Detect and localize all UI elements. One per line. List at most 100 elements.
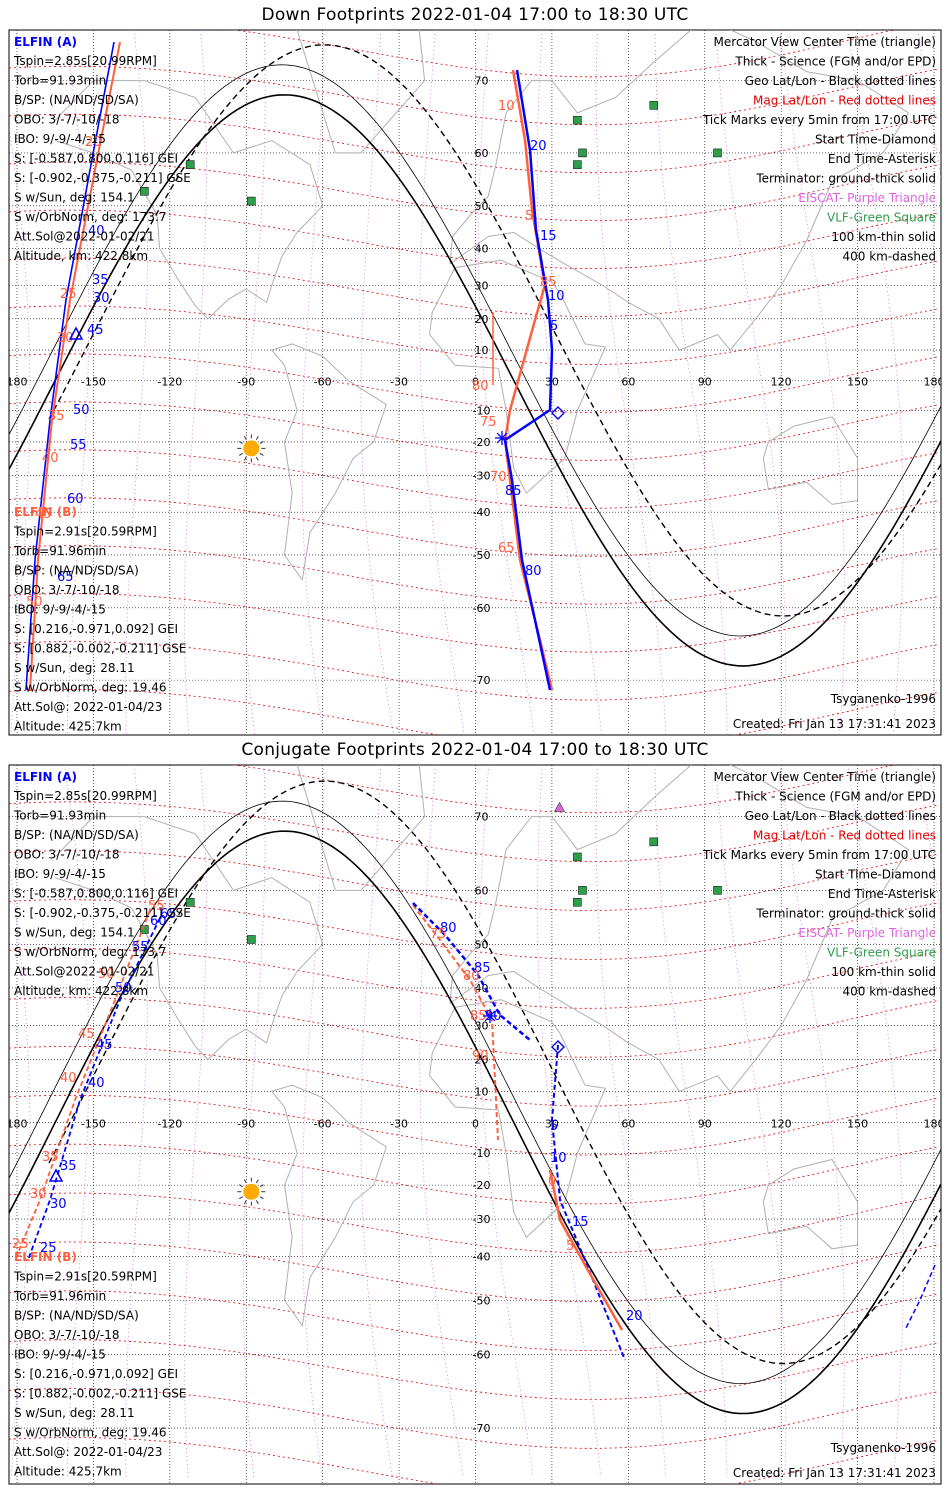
map-frame bbox=[8, 764, 942, 1485]
lat-tick-label: 40 bbox=[475, 982, 489, 995]
elfin-b-tick: 80 bbox=[472, 379, 489, 394]
elfin-b-tick: 45 bbox=[78, 1027, 95, 1042]
elfin-b-info-line: Att.Sol@: 2022-01-04/23 bbox=[14, 1445, 162, 1459]
elfin-b-tick: 5 bbox=[566, 1239, 574, 1254]
vlf-square bbox=[578, 886, 587, 895]
elfin-a-info-line: Tspin=2.85s[20.99RPM] bbox=[13, 789, 157, 803]
lon-tick-label: 180 bbox=[924, 1117, 945, 1130]
coastline bbox=[429, 999, 607, 1239]
elfin-b-tick: 40 bbox=[60, 1071, 77, 1086]
mag-parallel bbox=[9, 0, 937, 29]
terminator-ground bbox=[9, 94, 941, 667]
elfin-a-tick: 25 bbox=[40, 1241, 57, 1256]
elfin-a-info-line: Att.Sol@2022-01-02/21 bbox=[14, 230, 155, 244]
down-panel-title: Down Footprints 2022-01-04 17:00 to 18:3… bbox=[261, 5, 689, 25]
lat-tick-label: 40 bbox=[475, 243, 489, 256]
terminator-ground bbox=[9, 830, 941, 1415]
mag-meridian bbox=[125, 30, 149, 735]
legend-entry: 400 km-dashed bbox=[842, 250, 936, 264]
sun-ray bbox=[255, 436, 259, 440]
elfin-a-tick: 55 bbox=[132, 940, 149, 955]
elfin-a-tick: 45 bbox=[96, 1038, 113, 1053]
elfin-b-info-line: S w/OrbNorm, deg: 19.46 bbox=[14, 681, 166, 695]
sun-icon bbox=[243, 440, 260, 457]
elfin-b-tick: 90 bbox=[472, 1049, 489, 1064]
lon-tick-label: -120 bbox=[157, 375, 182, 388]
elfin-a-track bbox=[25, 41, 115, 691]
legend-entry: Terminator: ground-thick solid bbox=[755, 172, 936, 186]
elfin-a-info-line: Torb=91.93min bbox=[13, 74, 106, 88]
lat-tick-label: -10 bbox=[473, 1147, 491, 1160]
elfin-a-tick: 80 bbox=[440, 921, 457, 936]
elfin-a-info-line: OBO: 3/-7/-10/-18 bbox=[14, 848, 120, 862]
elfin-a-info-line: S: [-0.587,0.800,0.116] GEI bbox=[14, 887, 178, 901]
map-panel-down: 180 -150 -120 -90 -60 -30 0 30 60 90 120 150 180 70 60… bbox=[8, 0, 942, 736]
terminator-100km bbox=[9, 64, 941, 637]
elfin-a-tick: 35 bbox=[92, 273, 109, 288]
elfin-b-name: ELFIN (B) bbox=[14, 505, 77, 519]
elfin-a-info-line: S: [-0.902,-0.375,-0.211] GSE bbox=[14, 906, 191, 920]
legend-entry: End Time-Asterisk bbox=[828, 152, 936, 166]
vlf-square bbox=[573, 898, 582, 907]
center-time-triangle bbox=[68, 326, 84, 340]
elfin-b-info-line: Altitude: 425.7km bbox=[14, 1465, 122, 1479]
lat-tick-label: -20 bbox=[473, 1179, 491, 1192]
legend-entry: Mag Lat/Lon - Red dotted lines bbox=[753, 829, 936, 843]
legend-entry: 100 km-thin solid bbox=[831, 965, 936, 979]
vlf-square bbox=[247, 196, 256, 206]
sun-icon bbox=[243, 1183, 260, 1200]
elfin-b-info-line: Torb=91.96min bbox=[13, 544, 106, 558]
vlf-square bbox=[247, 935, 256, 944]
elfin-b-info-line: S w/Sun, deg: 28.11 bbox=[14, 1406, 135, 1420]
elfin-a-info-line: IBO: 9/-9/-4/-15 bbox=[14, 132, 106, 146]
coastline bbox=[296, 765, 426, 891]
elfin-a-info-line: S w/OrbNorm, deg: 173.7 bbox=[14, 945, 166, 959]
elfin-b-tick: 70 bbox=[490, 470, 507, 485]
elfin-b-info-line: IBO: 9/-9/-4/-15 bbox=[14, 1348, 106, 1362]
elfin-b-name: ELFIN (B) bbox=[14, 1250, 77, 1264]
coastline bbox=[271, 343, 387, 582]
elfin-a-info-line: OBO: 3/-7/-10/-18 bbox=[14, 113, 120, 127]
mag-meridian bbox=[478, 765, 534, 1478]
elfin-a-tick: 50 bbox=[115, 981, 132, 996]
legend-entry: Geo Lat/Lon - Black dotted lines bbox=[745, 74, 936, 88]
lat-tick-label: -70 bbox=[473, 1422, 491, 1435]
mag-meridian bbox=[301, 30, 325, 735]
elfin-a-tick: 60 bbox=[67, 492, 84, 507]
elfin-a-info-line: IBO: 9/-9/-4/-15 bbox=[14, 867, 106, 881]
legend-entry: Start Time-Diamond bbox=[815, 133, 936, 147]
lat-tick-label: 20 bbox=[475, 1054, 489, 1067]
vlf-square bbox=[140, 187, 149, 196]
elfin-b-tick: 25 bbox=[12, 1237, 29, 1252]
lon-tick-label: 0 bbox=[472, 375, 479, 388]
mag-meridian bbox=[301, 765, 325, 1478]
lon-tick-label: 120 bbox=[771, 375, 792, 388]
mag-parallel bbox=[9, 1486, 937, 1500]
elfin-b-tick: 25 bbox=[60, 287, 77, 302]
model-label: Tsyganenko-1996 bbox=[830, 692, 936, 706]
mag-meridian bbox=[184, 765, 207, 1478]
lon-tick-label: 0 bbox=[472, 1117, 479, 1130]
lon-tick-label: 60 bbox=[621, 1117, 635, 1130]
vlf-square bbox=[649, 837, 659, 847]
elfin-a-tick: 65 bbox=[57, 570, 74, 585]
mag-meridian bbox=[537, 765, 602, 1478]
elfin-a-info-line: S: [-0.587,0.800,0.116] GEI bbox=[14, 152, 178, 166]
coastline bbox=[449, 30, 910, 351]
elfin-a-tick: 5 bbox=[550, 319, 558, 334]
elfin-a-info-line: Tspin=2.85s[20.99RPM] bbox=[13, 54, 157, 68]
legend-entry: Tick Marks every 5min from 17:00 UTC bbox=[702, 848, 936, 862]
created-timestamp: Created: Fri Jan 13 17:31:41 2023 bbox=[733, 717, 936, 731]
center-time-triangle bbox=[48, 1168, 64, 1182]
elfin-b-tick: 50 bbox=[26, 595, 43, 610]
eiscat-triangle bbox=[554, 801, 565, 812]
vlf-square bbox=[713, 148, 722, 158]
elfin-a-tick: 10 bbox=[548, 289, 565, 304]
sun-ray bbox=[259, 1184, 264, 1188]
elfin-a-tick: 20 bbox=[626, 1309, 643, 1324]
elfin-b-tick: 5 bbox=[525, 209, 533, 224]
lon-tick-label: 150 bbox=[847, 1117, 868, 1130]
elfin-a-name: ELFIN (A) bbox=[14, 35, 77, 49]
mag-meridian bbox=[64, 30, 90, 735]
elfin-b-info-line: IBO: 9/-9/-4/-15 bbox=[14, 603, 106, 617]
